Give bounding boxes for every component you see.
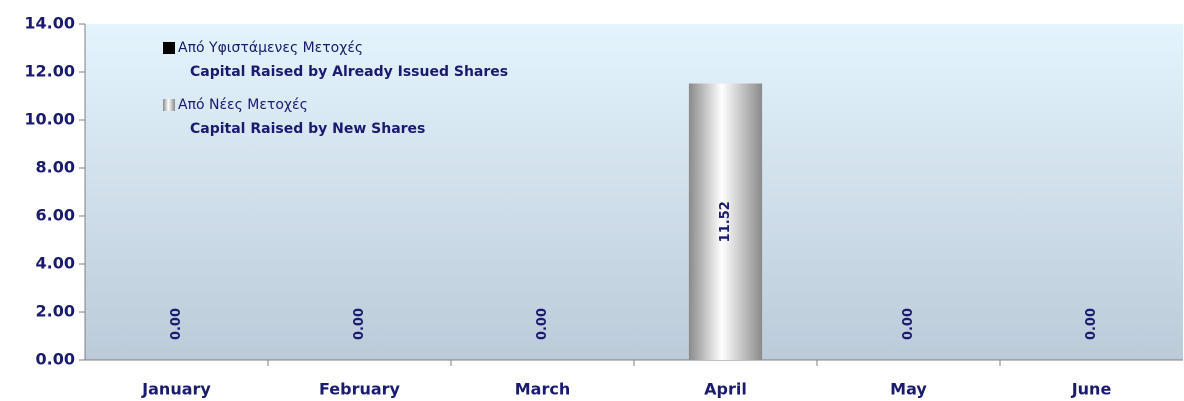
y-tick-label: 2.00 [36, 302, 75, 321]
y-tick-label: 10.00 [24, 110, 75, 129]
data-label: 0.00 [169, 308, 184, 340]
data-label: 11.52 [718, 201, 733, 242]
bar [688, 83, 763, 361]
data-label: 0.00 [1084, 308, 1099, 340]
legend-label-en: Capital Raised by Already Issued Shares [190, 64, 508, 80]
x-tick-label: February [319, 380, 401, 399]
x-tick-label: April [704, 380, 747, 399]
y-tick-label: 14.00 [24, 14, 75, 33]
y-tick-label: 4.00 [36, 254, 75, 273]
legend-label: Από Υφιστάμενες Μετοχές [178, 40, 363, 56]
y-tick-label: 12.00 [24, 62, 75, 81]
legend-label-en: Capital Raised by New Shares [190, 121, 425, 137]
y-tick-label: 0.00 [36, 350, 75, 369]
x-tick-label: March [515, 380, 570, 399]
data-label: 0.00 [352, 308, 367, 340]
x-tick-label: May [890, 380, 927, 399]
data-label: 0.00 [535, 308, 550, 340]
y-tick-label: 8.00 [36, 158, 75, 177]
legend-swatch [163, 42, 175, 54]
plot-area [85, 24, 1183, 360]
legend-label: Από Νέες Μετοχές [178, 97, 308, 113]
x-tick-label: June [1071, 380, 1112, 399]
y-tick-label: 6.00 [36, 206, 75, 225]
data-label: 0.00 [901, 308, 916, 340]
legend-swatch [163, 99, 175, 111]
x-tick-label: January [141, 380, 211, 399]
